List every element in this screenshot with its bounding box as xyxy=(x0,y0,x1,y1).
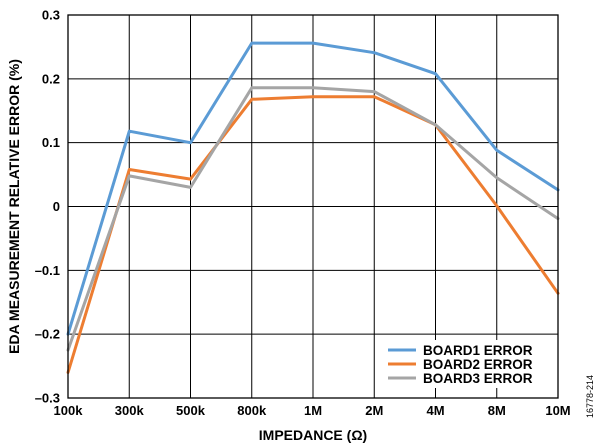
x-tick-label: 8M xyxy=(488,403,506,418)
x-tick-label: 300k xyxy=(115,403,145,418)
y-axis-title: EDA MEASUREMENT RELATIVE ERROR (%) xyxy=(6,59,22,354)
y-tick-label: –0.1 xyxy=(35,263,60,278)
x-tick-label: 800k xyxy=(237,403,267,418)
plot-area xyxy=(67,14,559,399)
x-axis-title: IMPEDANCE (Ω) xyxy=(259,427,367,443)
y-tick-label: 0.2 xyxy=(42,71,60,86)
series-lines xyxy=(66,41,560,374)
y-tick-labels: 0.3 0.2 0.1 0 –0.1 –0.2 –0.3 xyxy=(35,8,60,406)
series-line-3 xyxy=(66,86,560,352)
y-tick-label: –0.3 xyxy=(35,391,60,406)
x-tick-label: 500k xyxy=(176,403,206,418)
legend-label: BOARD2 ERROR xyxy=(423,357,533,372)
x-tick-label: 4M xyxy=(426,403,444,418)
y-tick-label: 0.3 xyxy=(42,8,60,23)
y-tick-label: –0.2 xyxy=(35,327,60,342)
x-tick-label: 1M xyxy=(304,403,322,418)
x-tick-label: 100k xyxy=(54,403,84,418)
x-tick-label: 2M xyxy=(365,403,383,418)
x-tick-labels: 100k 300k 500k 800k 1M 2M 4M 8M 10M xyxy=(54,403,571,418)
figure-id: 16778-214 xyxy=(585,375,595,418)
x-tick-label: 10M xyxy=(545,403,570,418)
y-tick-label: 0 xyxy=(53,199,60,214)
grid xyxy=(68,15,558,398)
series-line-2 xyxy=(66,95,560,374)
series-line-1 xyxy=(66,41,560,336)
legend-label: BOARD1 ERROR xyxy=(423,343,533,358)
legend-label: BOARD3 ERROR xyxy=(423,371,533,386)
y-tick-label: 0.1 xyxy=(42,135,60,150)
